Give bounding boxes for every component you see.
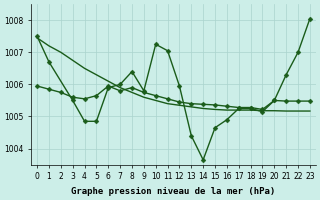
X-axis label: Graphe pression niveau de la mer (hPa): Graphe pression niveau de la mer (hPa) (71, 187, 276, 196)
